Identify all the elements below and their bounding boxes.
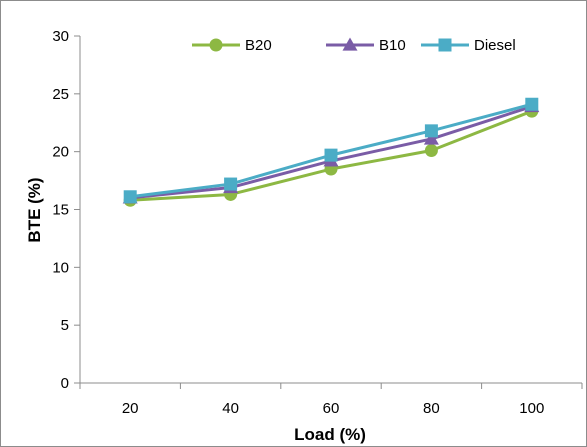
data-point-diesel	[324, 148, 338, 162]
legend-marker-diesel	[438, 38, 452, 52]
series-diesel	[123, 97, 539, 204]
y-tick-label: 30	[52, 28, 69, 45]
legend-entry-diesel: Diesel	[421, 37, 516, 54]
x-tick-label: 20	[122, 400, 139, 417]
y-tick-label: 10	[52, 259, 69, 276]
legend-label-diesel: Diesel	[474, 37, 516, 54]
data-point-diesel	[123, 190, 137, 204]
y-tick-label: 25	[52, 86, 69, 103]
data-point-diesel	[525, 97, 539, 111]
legend-entry-b20: B20	[192, 37, 272, 54]
data-point-diesel	[424, 124, 438, 138]
legend-label-b10: B10	[379, 37, 406, 54]
x-tick-label: 100	[519, 400, 544, 417]
x-tick-label: 60	[323, 400, 340, 417]
y-tick-label: 5	[61, 317, 69, 334]
x-tick-label: 80	[423, 400, 440, 417]
legend-marker-b10	[342, 37, 358, 51]
legend-label-b20: B20	[245, 37, 272, 54]
x-tick-label: 40	[222, 400, 239, 417]
x-axis-title: Load (%)	[294, 425, 366, 444]
data-point-b10	[423, 131, 439, 145]
data-point-b20	[424, 144, 438, 158]
y-tick-label: 15	[52, 202, 69, 219]
y-axis-title: BTE (%)	[25, 177, 44, 242]
y-tick-label: 20	[52, 144, 69, 161]
legend-entry-b10: B10	[326, 37, 406, 54]
y-tick-label: 0	[61, 375, 69, 392]
legend-marker-b20	[209, 38, 223, 52]
data-point-diesel	[224, 177, 238, 191]
